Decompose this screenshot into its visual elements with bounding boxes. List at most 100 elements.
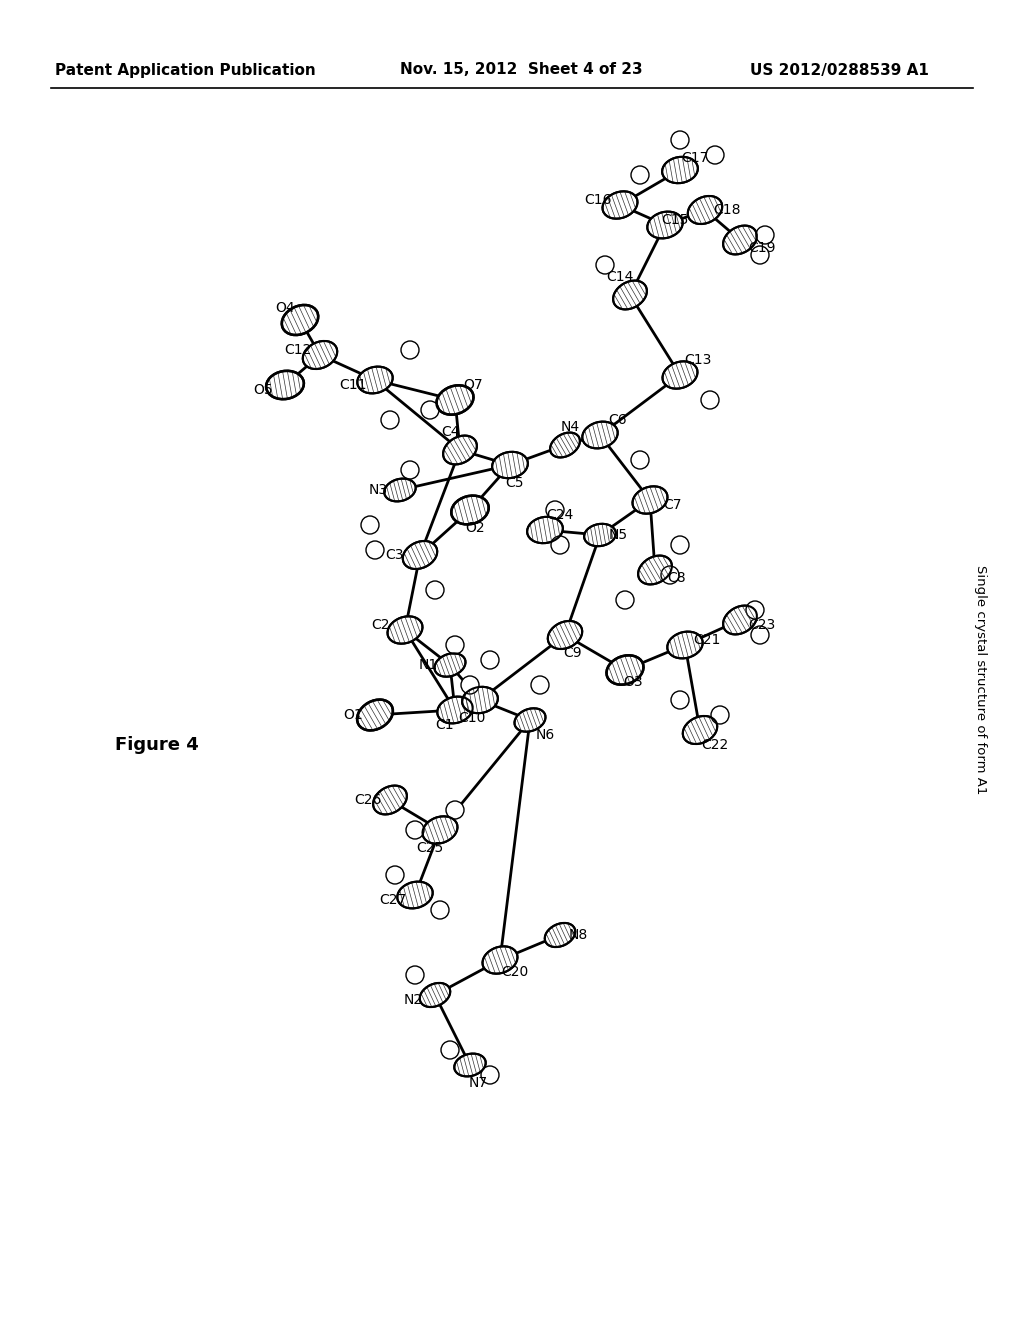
Text: C18: C18 — [714, 203, 740, 216]
Ellipse shape — [631, 166, 649, 183]
Ellipse shape — [481, 1067, 499, 1084]
Text: O1: O1 — [343, 708, 362, 722]
Ellipse shape — [452, 495, 488, 524]
Ellipse shape — [606, 655, 643, 685]
Ellipse shape — [550, 433, 580, 458]
Text: N2: N2 — [403, 993, 423, 1007]
Ellipse shape — [373, 785, 407, 814]
Text: C10: C10 — [459, 711, 485, 725]
Ellipse shape — [481, 651, 499, 669]
Text: O5: O5 — [253, 383, 272, 397]
Ellipse shape — [455, 1053, 485, 1076]
Ellipse shape — [431, 902, 449, 919]
Ellipse shape — [671, 131, 689, 149]
Ellipse shape — [361, 516, 379, 535]
Text: C13: C13 — [684, 352, 712, 367]
Ellipse shape — [381, 411, 399, 429]
Ellipse shape — [683, 715, 717, 744]
Ellipse shape — [546, 502, 564, 519]
Ellipse shape — [647, 211, 683, 239]
Ellipse shape — [401, 341, 419, 359]
Ellipse shape — [663, 157, 698, 183]
Ellipse shape — [688, 195, 722, 224]
Ellipse shape — [397, 882, 433, 908]
Text: N5: N5 — [608, 528, 628, 543]
Ellipse shape — [493, 451, 527, 478]
Text: Single crystal structure of form A1: Single crystal structure of form A1 — [974, 565, 986, 795]
Ellipse shape — [746, 601, 764, 619]
Text: C24: C24 — [547, 508, 573, 521]
Ellipse shape — [446, 801, 464, 818]
Ellipse shape — [482, 946, 517, 974]
Ellipse shape — [423, 816, 458, 843]
Text: C8: C8 — [668, 572, 686, 585]
Text: US 2012/0288539 A1: US 2012/0288539 A1 — [750, 62, 929, 78]
Ellipse shape — [633, 486, 668, 513]
Text: C27: C27 — [379, 894, 407, 907]
Text: N6: N6 — [536, 729, 555, 742]
Ellipse shape — [531, 676, 549, 694]
Ellipse shape — [751, 626, 769, 644]
Ellipse shape — [671, 690, 689, 709]
Ellipse shape — [723, 226, 757, 255]
Ellipse shape — [366, 541, 384, 558]
Text: C15: C15 — [662, 213, 689, 227]
Ellipse shape — [386, 866, 404, 884]
Text: C23: C23 — [749, 618, 775, 632]
Text: C16: C16 — [585, 193, 611, 207]
Ellipse shape — [551, 536, 569, 554]
Ellipse shape — [613, 281, 647, 309]
Text: O3: O3 — [624, 675, 643, 689]
Text: C11: C11 — [339, 378, 367, 392]
Ellipse shape — [638, 556, 672, 585]
Ellipse shape — [266, 371, 304, 399]
Ellipse shape — [663, 362, 697, 388]
Ellipse shape — [514, 709, 546, 731]
Text: N1: N1 — [419, 657, 437, 672]
Ellipse shape — [706, 147, 724, 164]
Text: Patent Application Publication: Patent Application Publication — [55, 62, 315, 78]
Ellipse shape — [711, 706, 729, 723]
Ellipse shape — [402, 541, 437, 569]
Text: C9: C9 — [563, 645, 583, 660]
Ellipse shape — [462, 686, 498, 713]
Text: N8: N8 — [568, 928, 588, 942]
Text: Figure 4: Figure 4 — [115, 737, 199, 754]
Text: O2: O2 — [465, 521, 484, 535]
Text: C17: C17 — [681, 150, 709, 165]
Ellipse shape — [406, 966, 424, 983]
Text: C5: C5 — [506, 477, 524, 490]
Ellipse shape — [545, 923, 575, 946]
Ellipse shape — [548, 620, 583, 649]
Text: C22: C22 — [701, 738, 729, 752]
Text: C3: C3 — [386, 548, 404, 562]
Ellipse shape — [387, 616, 423, 644]
Text: C25: C25 — [417, 841, 443, 855]
Ellipse shape — [436, 385, 473, 414]
Text: C6: C6 — [608, 413, 628, 426]
Ellipse shape — [668, 631, 702, 659]
Text: C26: C26 — [354, 793, 382, 807]
Text: C7: C7 — [663, 498, 681, 512]
Ellipse shape — [420, 983, 451, 1007]
Ellipse shape — [446, 636, 464, 653]
Ellipse shape — [441, 1041, 459, 1059]
Ellipse shape — [671, 536, 689, 554]
Ellipse shape — [434, 653, 466, 677]
Text: N7: N7 — [468, 1076, 487, 1090]
Text: C20: C20 — [502, 965, 528, 979]
Text: C14: C14 — [606, 271, 634, 284]
Ellipse shape — [616, 591, 634, 609]
Ellipse shape — [357, 700, 393, 730]
Text: C12: C12 — [285, 343, 311, 356]
Ellipse shape — [461, 676, 479, 694]
Ellipse shape — [437, 697, 473, 723]
Text: C19: C19 — [749, 242, 776, 255]
Ellipse shape — [596, 256, 614, 275]
Ellipse shape — [384, 479, 416, 502]
Ellipse shape — [583, 421, 617, 449]
Text: C4: C4 — [440, 425, 459, 440]
Text: N4: N4 — [560, 420, 580, 434]
Ellipse shape — [723, 606, 757, 635]
Ellipse shape — [584, 524, 615, 546]
